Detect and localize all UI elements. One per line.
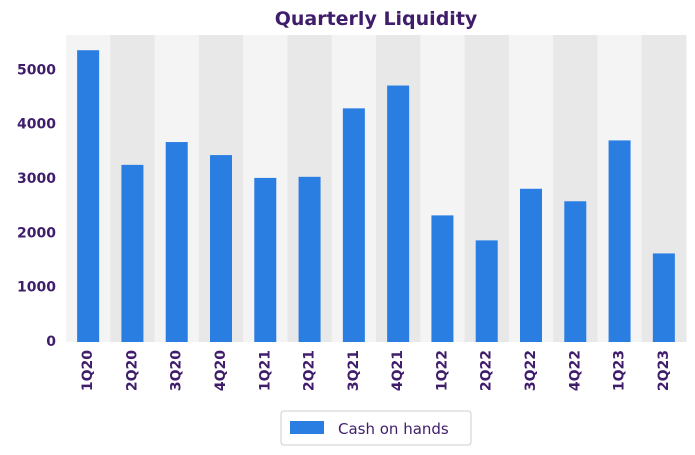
x-tick-label: 1Q23 <box>612 350 628 391</box>
x-tick-label: 3Q21 <box>346 350 362 391</box>
x-tick-label: 1Q22 <box>434 350 450 391</box>
y-tick-label: 2000 <box>17 225 56 241</box>
y-tick-label: 1000 <box>17 280 56 296</box>
x-axis: 1Q20 2Q20 3Q20 4Q20 1Q21 2Q21 3Q21 4Q21 1Q22 2Q22… <box>80 350 672 391</box>
x-tick-label: 4Q20 <box>213 350 229 391</box>
bar-2q21 <box>298 176 321 342</box>
legend-label: Cash on hands <box>338 420 449 438</box>
legend-swatch <box>290 421 324 434</box>
x-tick-label: 4Q21 <box>390 350 406 391</box>
x-tick-label: 4Q22 <box>567 350 583 391</box>
legend-box <box>280 410 472 446</box>
x-tick-label: 1Q20 <box>80 350 96 391</box>
bars <box>77 50 675 343</box>
bar-1q20 <box>77 50 100 342</box>
bar-2q22 <box>475 240 498 342</box>
bar-4q22 <box>564 201 587 342</box>
x-tick-label: 2Q22 <box>479 350 495 391</box>
x-tick-label: 3Q20 <box>169 350 185 391</box>
x-tick-label: 1Q21 <box>257 350 273 391</box>
x-tick-label: 2Q21 <box>302 350 318 391</box>
bar-1q21 <box>254 177 277 342</box>
x-tick-label: 2Q20 <box>124 350 140 391</box>
bar-1q22 <box>431 215 454 342</box>
y-tick-label: 3000 <box>17 171 56 187</box>
x-tick-label: 3Q22 <box>523 350 539 391</box>
bar-2q23 <box>652 253 675 342</box>
bar-1q23 <box>608 140 631 342</box>
y-axis: 0 1000 2000 3000 4000 5000 <box>17 62 56 350</box>
bar-3q21 <box>342 108 365 343</box>
chart-title: Quarterly Liquidity <box>275 8 478 30</box>
bar-4q21 <box>387 85 410 342</box>
y-tick-label: 5000 <box>17 62 56 78</box>
y-tick-label: 0 <box>46 334 56 350</box>
bar-4q20 <box>210 155 232 342</box>
category-bands <box>66 35 687 342</box>
bar-3q20 <box>165 142 188 342</box>
bar-2q20 <box>121 164 144 342</box>
legend: Cash on hands <box>280 410 472 446</box>
x-tick-label: 2Q23 <box>656 350 672 391</box>
bar-3q22 <box>520 188 542 342</box>
y-tick-label: 4000 <box>17 117 56 133</box>
